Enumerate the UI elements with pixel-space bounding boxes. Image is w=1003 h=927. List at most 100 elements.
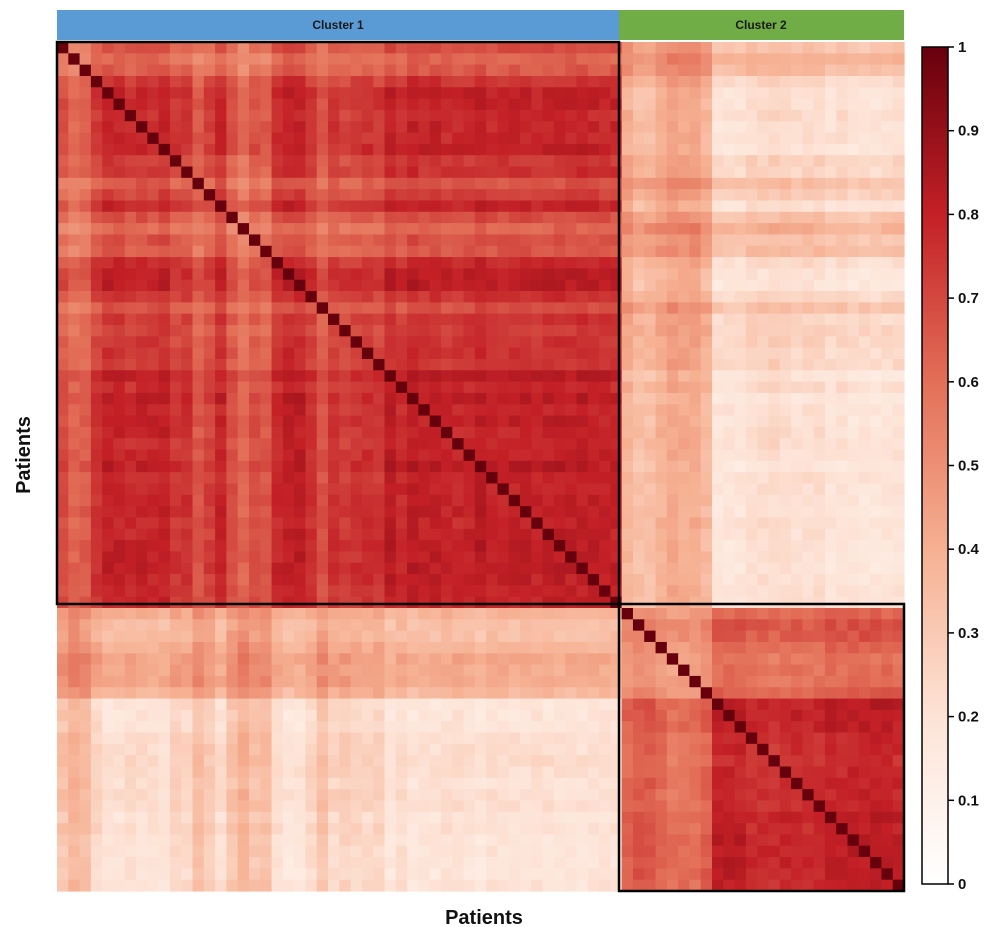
heatmap-cell xyxy=(90,177,103,190)
heatmap-cell xyxy=(90,121,103,134)
heatmap-cell xyxy=(90,42,103,54)
heatmap-cell xyxy=(576,721,589,734)
heatmap-cell xyxy=(474,347,487,360)
heatmap-cell xyxy=(57,121,69,134)
heatmap-cell xyxy=(294,358,307,371)
heatmap-cell xyxy=(474,528,487,541)
heatmap-cell xyxy=(779,166,792,179)
heatmap-cell xyxy=(429,336,442,349)
heatmap-cell xyxy=(666,370,679,383)
heatmap-cell xyxy=(282,472,295,485)
heatmap-cell xyxy=(57,109,69,122)
heatmap-cell xyxy=(802,551,815,564)
heatmap-cell xyxy=(486,789,499,802)
heatmap-cell xyxy=(813,506,826,519)
heatmap-cell xyxy=(169,517,182,530)
heatmap-cell xyxy=(881,268,894,281)
heatmap-cell xyxy=(881,211,894,224)
heatmap-cell xyxy=(136,426,148,439)
heatmap-cell xyxy=(768,302,781,315)
heatmap-cell xyxy=(712,664,724,677)
heatmap-cell xyxy=(463,449,476,462)
heatmap-cell xyxy=(779,234,792,247)
heatmap-cell xyxy=(576,551,589,564)
heatmap-cell xyxy=(248,245,261,258)
heatmap-cell xyxy=(136,211,148,224)
heatmap-cell xyxy=(384,257,397,269)
heatmap-cell xyxy=(203,98,216,111)
heatmap-cell xyxy=(892,370,905,383)
heatmap-cell xyxy=(203,517,216,530)
heatmap-cell xyxy=(429,42,442,54)
heatmap-cell xyxy=(237,562,250,575)
heatmap-cell xyxy=(700,64,713,77)
heatmap-cell xyxy=(565,189,578,202)
heatmap-cell xyxy=(260,675,273,688)
heatmap-cell xyxy=(757,381,770,394)
heatmap-cell xyxy=(689,551,702,564)
heatmap-cell xyxy=(734,313,747,326)
heatmap-cell xyxy=(452,766,465,779)
heatmap-cell xyxy=(203,234,216,247)
heatmap-cell xyxy=(486,268,499,281)
heatmap-cell xyxy=(237,528,250,541)
heatmap-cell xyxy=(892,506,905,519)
heatmap-cell xyxy=(768,53,781,66)
heatmap-cell xyxy=(520,223,532,236)
heatmap-cell xyxy=(463,562,476,575)
heatmap-cell xyxy=(621,268,634,281)
heatmap-cell xyxy=(723,755,736,768)
heatmap-cell xyxy=(689,426,702,439)
heatmap-cell xyxy=(192,630,205,643)
heatmap-cell xyxy=(768,347,781,360)
heatmap-cell xyxy=(621,687,634,700)
heatmap-cell xyxy=(203,392,216,405)
heatmap-cell xyxy=(418,64,431,77)
heatmap-cell xyxy=(881,777,894,790)
heatmap-cell xyxy=(248,743,261,756)
heatmap-cell xyxy=(542,392,555,405)
heatmap-cell xyxy=(892,177,905,190)
heatmap-cell xyxy=(339,155,352,168)
heatmap-cell xyxy=(226,517,239,530)
heatmap-cell xyxy=(802,687,815,700)
heatmap-cell xyxy=(497,291,510,303)
heatmap-cell xyxy=(68,709,81,722)
heatmap-cell xyxy=(508,211,521,224)
heatmap-cell xyxy=(520,517,532,530)
heatmap-cell xyxy=(79,664,92,677)
heatmap-cell xyxy=(384,234,397,247)
heatmap-cell xyxy=(791,189,803,202)
heatmap-cell xyxy=(632,109,645,122)
heatmap-cell xyxy=(712,121,724,134)
heatmap-cell xyxy=(192,87,205,100)
heatmap-cell xyxy=(791,155,803,168)
heatmap-cell xyxy=(463,528,476,541)
heatmap-cell xyxy=(870,721,883,734)
heatmap-cell xyxy=(824,653,837,666)
heatmap-cell xyxy=(237,687,250,700)
heatmap-cell xyxy=(361,766,374,779)
heatmap-cell xyxy=(836,517,849,530)
heatmap-cell xyxy=(723,721,736,734)
heatmap-cell xyxy=(203,698,216,711)
heatmap-cell xyxy=(520,392,532,405)
heatmap-cell xyxy=(836,64,849,77)
heatmap-cell xyxy=(282,245,295,258)
heatmap-cell xyxy=(248,608,261,620)
heatmap-cell xyxy=(474,777,487,790)
heatmap-cell xyxy=(779,721,792,734)
heatmap-cell xyxy=(328,234,340,247)
heatmap-cell xyxy=(791,234,803,247)
heatmap-cell xyxy=(700,732,713,745)
heatmap-cell xyxy=(779,336,792,349)
heatmap-cell xyxy=(565,257,578,269)
heatmap-cell xyxy=(373,404,386,417)
heatmap-cell xyxy=(328,87,340,100)
heatmap-cell xyxy=(644,641,657,654)
heatmap-cell xyxy=(666,132,679,145)
heatmap-cell xyxy=(203,166,216,179)
heatmap-cell xyxy=(610,426,623,439)
heatmap-cell xyxy=(610,562,623,575)
heatmap-cell xyxy=(395,404,408,417)
